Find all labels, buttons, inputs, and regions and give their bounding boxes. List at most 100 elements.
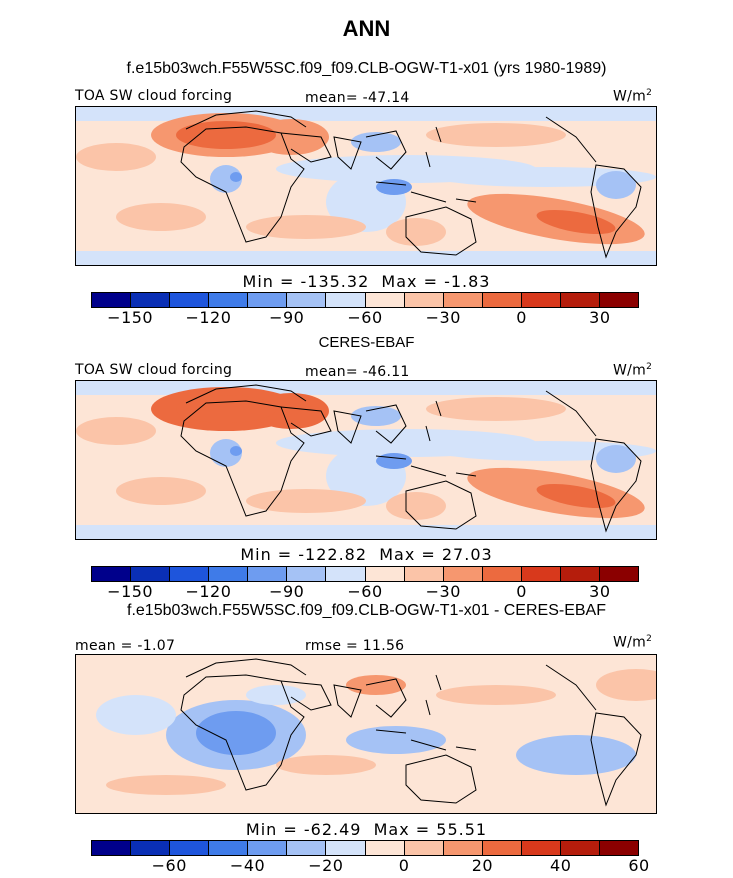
colorbar-box <box>92 293 132 307</box>
colorbar-box <box>404 567 444 581</box>
colorbar-tick-label: −30 <box>425 582 461 601</box>
panel3-units-label: W/m2 <box>613 634 653 651</box>
colorbar-box <box>209 841 249 855</box>
map-svg <box>76 107 656 265</box>
coastline <box>280 406 332 437</box>
panel2-left-label: TOA SW cloud forcing <box>75 362 233 378</box>
panel3-map <box>75 654 657 814</box>
colorbar-tick-label: −30 <box>425 308 461 327</box>
panel3-min: Min = -62.49 <box>245 820 362 839</box>
colorbar-tick-label: 30 <box>589 308 611 327</box>
colorbar-tick-label: −40 <box>229 856 266 875</box>
colorbar-box <box>170 841 210 855</box>
coastline <box>365 404 407 444</box>
panel2-units-label: W/m2 <box>613 362 653 379</box>
australia-blob <box>386 492 446 520</box>
field-band <box>76 107 656 121</box>
panel1-map <box>75 106 657 266</box>
atlantic-blob <box>76 417 156 445</box>
north-pacific-blob <box>426 397 566 421</box>
colorbar-tick-label: −60 <box>151 856 187 875</box>
map-svg <box>76 655 656 813</box>
panel2-map <box>75 380 657 540</box>
colorbar-box <box>560 841 601 855</box>
congo-blob <box>210 439 242 467</box>
coastline <box>180 400 305 517</box>
colorbar-box <box>92 841 132 855</box>
colorbar-box <box>209 293 249 307</box>
africa-core <box>196 711 276 755</box>
coastline <box>185 658 307 678</box>
congo-core <box>230 446 242 456</box>
coastline <box>545 664 597 711</box>
colorbar-box <box>92 567 132 581</box>
colorbar-box <box>248 567 288 581</box>
colorbar-box <box>287 567 327 581</box>
colorbar-box <box>560 567 601 581</box>
panel2-min: Min = -122.82 <box>240 545 368 564</box>
australia-blob <box>386 218 446 246</box>
colorbar-box <box>248 293 288 307</box>
colorbar-tick-label: 40 <box>550 856 572 875</box>
colorbar-box <box>326 293 366 307</box>
north-pacific-pos <box>436 685 556 705</box>
colorbar-box <box>131 841 171 855</box>
colorbar-box <box>404 841 444 855</box>
arabia-blob <box>253 393 329 429</box>
figure-title: ANN <box>342 16 391 41</box>
coastline <box>405 480 477 530</box>
arabia-blob <box>253 119 329 155</box>
coastline <box>365 130 407 170</box>
colorbar-box <box>248 841 288 855</box>
panel2-title: CERES-EBAF <box>318 334 415 351</box>
coastline <box>590 712 642 807</box>
atlantic-neg <box>96 695 176 735</box>
coastline <box>425 400 442 442</box>
colorbar-box <box>443 841 483 855</box>
colorbar-tick-label: 20 <box>471 856 494 875</box>
sw-cloud-forcing-field <box>76 381 656 539</box>
indian-blob <box>246 215 366 239</box>
coastlines <box>180 110 642 259</box>
panel2-colorbar-ticks: −150 −120 −90 −60 −30 0 30 <box>91 582 639 602</box>
coastline <box>545 390 597 437</box>
colorbar-box <box>560 293 601 307</box>
colorbar-box <box>600 567 639 581</box>
coastline <box>405 754 477 804</box>
coastline <box>545 116 597 163</box>
colorbar-tick-label: 0 <box>398 856 410 875</box>
field-band <box>76 381 656 395</box>
pacific-core <box>536 483 616 509</box>
colorbar-tick-label: 60 <box>628 856 650 875</box>
coastline <box>180 674 305 791</box>
coastline <box>280 680 332 711</box>
coastline <box>375 729 477 751</box>
colorbar-box <box>131 293 171 307</box>
panel1-colorbar-ticks: −150 −120 −90 −60 −30 0 30 <box>91 308 639 328</box>
coastline <box>333 136 362 170</box>
colorbar-box <box>326 567 366 581</box>
south-atlantic-blob <box>116 203 206 231</box>
coastline <box>333 410 362 444</box>
amazon-blob <box>596 171 636 199</box>
colorbar-tick-label: −60 <box>347 582 383 601</box>
panel1-colorbar <box>91 292 639 308</box>
panel1-units-label: W/m2 <box>613 88 653 105</box>
colorbar-box <box>209 567 249 581</box>
colorbar-tick-label: −120 <box>185 308 232 327</box>
colorbar-tick-label: −150 <box>107 582 154 601</box>
coastline <box>365 678 407 718</box>
colorbar-tick-label: −90 <box>269 308 305 327</box>
colorbar-box <box>482 293 522 307</box>
asia-blob <box>351 132 401 152</box>
colorbar-tick-label: 30 <box>589 582 611 601</box>
panel3-minmax: Min = -62.49 Max = 55.51 <box>0 820 733 839</box>
colorbar-box <box>600 841 639 855</box>
panel2-max: Max = 27.03 <box>379 545 493 564</box>
panel1-left-label: TOA SW cloud forcing <box>75 88 233 104</box>
panel3-mean-label: mean = -1.07 <box>75 638 176 654</box>
amazon-blob <box>596 445 636 473</box>
panel3-rmse-label: rmse = 11.56 <box>305 638 405 654</box>
mideast-neg <box>246 685 306 705</box>
coastlines <box>180 658 642 807</box>
